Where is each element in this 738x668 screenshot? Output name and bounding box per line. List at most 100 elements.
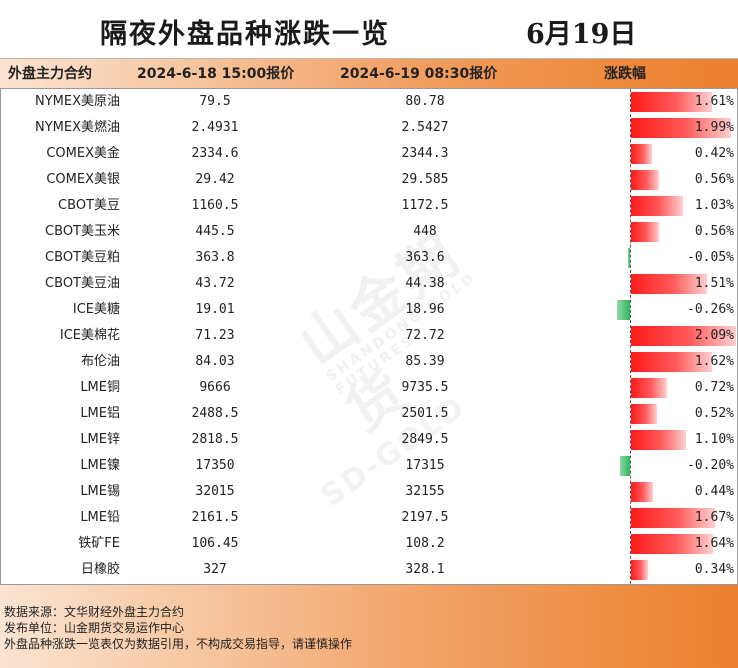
price-before: 2818.5 (191, 432, 239, 447)
report-date: 6月19日 (526, 19, 637, 50)
table-header: 外盘主力合约 2024-6-18 15:00报价 2024-6-19 08:30… (0, 59, 738, 89)
change-percent: 1.61% (694, 94, 734, 109)
price-before: 17350 (195, 458, 235, 473)
contract-name: NYMEX美原油 (34, 94, 120, 109)
footer-disclaimer: 外盘品种涨跌一览表仅为数据引用，不构成交易指导，请谨慎操作 (4, 637, 353, 651)
change-bar (631, 274, 707, 294)
change-percent: 1.67% (694, 510, 734, 525)
table-row: CBOT美豆 1160.5 1172.5 1.03% (0, 193, 738, 219)
change-percent: 0.52% (694, 406, 734, 421)
price-before: 2334.6 (191, 146, 239, 161)
table-row: ICE美棉花 71.23 72.72 2.09% (0, 323, 738, 349)
price-after: 1172.5 (401, 198, 449, 213)
contract-name: LME锡 (80, 484, 120, 499)
table-row: 日橡胶 327 328.1 0.34% (0, 557, 738, 583)
price-after: 17315 (405, 458, 445, 473)
change-bar (631, 144, 652, 164)
price-after: 32155 (405, 484, 445, 499)
price-after: 448 (413, 224, 437, 239)
change-percent: 2.09% (694, 328, 734, 343)
change-percent: 0.44% (694, 484, 734, 499)
price-before: 2488.5 (191, 406, 239, 421)
change-percent: 0.42% (694, 146, 734, 161)
table-row: LME锌 2818.5 2849.5 1.10% (0, 427, 738, 453)
contract-name: LME锌 (80, 432, 120, 447)
change-bar (631, 534, 713, 554)
contract-name: CBOT美豆 (58, 198, 120, 213)
change-bar (631, 118, 731, 138)
zero-axis-line (630, 89, 631, 584)
price-after: 2501.5 (401, 406, 449, 421)
change-bar (631, 196, 683, 216)
header-price-2: 2024-6-19 08:30报价 (340, 66, 498, 82)
price-before: 79.5 (199, 94, 231, 109)
table-row: 铁矿FE 106.45 108.2 1.64% (0, 531, 738, 557)
price-before: 106.45 (191, 536, 239, 551)
table-row: ICE美糖 19.01 18.96 -0.26% (0, 297, 738, 323)
table-row: LME锡 32015 32155 0.44% (0, 479, 738, 505)
change-percent: 1.62% (694, 354, 734, 369)
price-before: 71.23 (195, 328, 235, 343)
change-percent: 0.56% (694, 224, 734, 239)
footer-source: 数据来源：文华财经外盘主力合约 (4, 605, 185, 619)
change-bar (631, 404, 657, 424)
price-after: 2849.5 (401, 432, 449, 447)
contract-name: ICE美棉花 (59, 328, 120, 343)
contract-name: LME铜 (80, 380, 120, 395)
price-after: 328.1 (405, 562, 445, 577)
price-before: 9666 (199, 380, 231, 395)
header-change: 涨跌幅 (604, 66, 646, 82)
table-row: LME铅 2161.5 2197.5 1.67% (0, 505, 738, 531)
price-after: 29.585 (401, 172, 449, 187)
contract-name: 布伦油 (80, 354, 120, 369)
contract-name: CBOT美豆油 (45, 276, 120, 291)
title-bar: 隔夜外盘品种涨跌一览 6月19日 (0, 0, 738, 59)
change-percent: 0.56% (694, 172, 734, 187)
contract-name: COMEX美金 (46, 146, 120, 161)
price-after: 44.38 (405, 276, 445, 291)
change-bar (631, 482, 653, 502)
table-row: CBOT美豆粕 363.8 363.6 -0.05% (0, 245, 738, 271)
table-row: NYMEX美原油 79.5 80.78 1.61% (0, 89, 738, 115)
contract-name: LME铝 (80, 406, 120, 421)
price-before: 29.42 (195, 172, 235, 187)
change-percent: 1.03% (694, 198, 734, 213)
change-bar (631, 92, 712, 112)
table-row: LME铝 2488.5 2501.5 0.52% (0, 401, 738, 427)
price-before: 2161.5 (191, 510, 239, 525)
change-bar (631, 378, 667, 398)
price-after: 72.72 (405, 328, 445, 343)
price-before: 1160.5 (191, 198, 239, 213)
change-percent: 1.64% (694, 536, 734, 551)
price-after: 80.78 (405, 94, 445, 109)
table-row: 布伦油 84.03 85.39 1.62% (0, 349, 738, 375)
contract-name: LME铅 (80, 510, 120, 525)
change-percent: 1.10% (694, 432, 734, 447)
contract-name: COMEX美银 (46, 172, 120, 187)
price-after: 2.5427 (401, 120, 449, 135)
change-percent: -0.26% (687, 302, 734, 317)
price-before: 363.8 (195, 250, 235, 265)
header-price-1: 2024-6-18 15:00报价 (137, 66, 295, 82)
price-after: 2197.5 (401, 510, 449, 525)
price-before: 327 (203, 562, 227, 577)
change-bar (631, 170, 659, 190)
contract-name: 铁矿FE (78, 536, 120, 551)
price-after: 18.96 (405, 302, 445, 317)
table-row: LME铜 9666 9735.5 0.72% (0, 375, 738, 401)
price-before: 84.03 (195, 354, 235, 369)
price-after: 9735.5 (401, 380, 449, 395)
table-row: COMEX美银 29.42 29.585 0.56% (0, 167, 738, 193)
table-row: LME镍 17350 17315 -0.20% (0, 453, 738, 479)
price-before: 19.01 (195, 302, 235, 317)
price-before: 32015 (195, 484, 235, 499)
footer-publisher: 发布单位：山金期货交易运作中心 (4, 621, 185, 635)
change-bar (617, 300, 630, 320)
change-percent: 1.99% (694, 120, 734, 135)
contract-name: CBOT美玉米 (45, 224, 120, 239)
change-percent: -0.05% (687, 250, 734, 265)
change-bar (631, 222, 659, 242)
contract-name: 日橡胶 (80, 562, 120, 577)
change-percent: 0.72% (694, 380, 734, 395)
price-before: 445.5 (195, 224, 235, 239)
